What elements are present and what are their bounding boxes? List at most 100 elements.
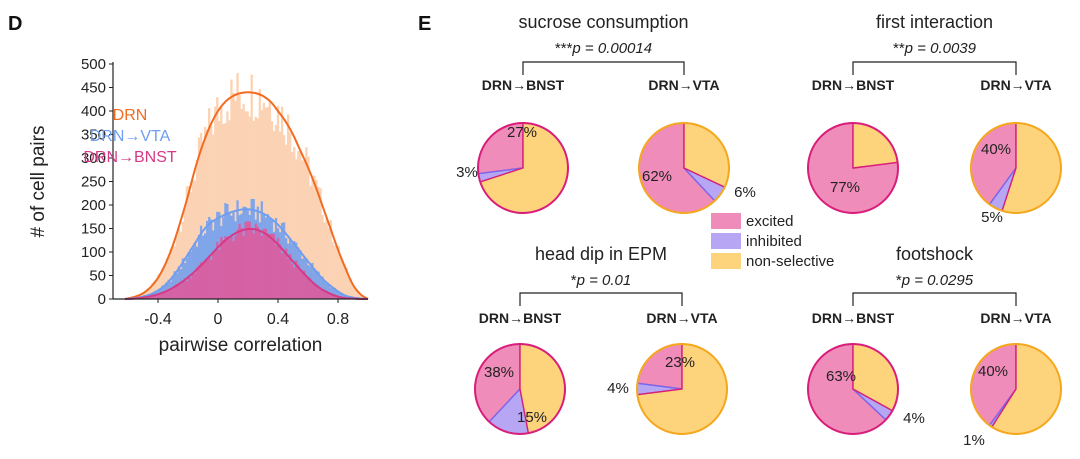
histogram-bar: [163, 267, 166, 299]
legend-drn: DRN: [113, 107, 148, 124]
histogram-bar: [177, 266, 180, 299]
histogram-bar: [264, 228, 268, 299]
y-tick-label: 50: [89, 268, 106, 285]
histogram-bar: [216, 97, 219, 300]
stat-bracket: [852, 61, 1017, 75]
histogram-bar: [307, 156, 310, 299]
histogram-bar: [315, 179, 318, 299]
histogram-bar: [191, 273, 195, 299]
histogram-bar: [212, 134, 215, 299]
histogram-bar: [331, 287, 334, 299]
histogram-bar: [335, 291, 338, 299]
y-tick-label: 450: [81, 80, 106, 97]
pie-legend: excited inhibited non-selective: [711, 213, 834, 270]
curve-drn-vta: [124, 208, 369, 300]
histogram-bar: [232, 241, 235, 299]
x-tick-label: 0.8: [327, 311, 349, 328]
pie-label: DRN→BNST: [812, 77, 895, 93]
histogram-bar: [266, 233, 270, 299]
histogram-bar: [268, 100, 272, 299]
histogram-bar: [313, 175, 316, 299]
slice-label: 4%: [903, 410, 925, 427]
histogram-bar: [173, 271, 176, 299]
histogram-bar: [155, 280, 158, 299]
histogram-bar: [206, 259, 209, 299]
histogram-bar: [262, 228, 266, 299]
slice-label: 38%: [484, 364, 514, 381]
histogram-bar: [333, 245, 336, 299]
pie-outline: [807, 122, 899, 214]
histogram-bar: [185, 281, 189, 299]
histogram-bar: [250, 74, 253, 300]
histogram-bar: [201, 263, 205, 299]
pie-label: DRN→BNST: [812, 310, 895, 326]
histogram-bar: [230, 237, 233, 299]
group-title: footshock: [896, 244, 974, 264]
histogram-bar: [309, 185, 312, 299]
histogram-bar: [325, 290, 328, 299]
histogram-bar: [238, 223, 241, 299]
histogram-bar: [254, 116, 257, 299]
stat-p-value: p = 0.00014: [571, 40, 652, 57]
histogram-bar: [303, 270, 306, 299]
histogram-bar: [208, 108, 211, 299]
histogram-bar: [183, 278, 187, 299]
pie-outline: [807, 343, 899, 435]
histogram-bar: [323, 222, 326, 299]
histogram-bar: [272, 233, 276, 299]
histogram-bar: [325, 217, 328, 299]
histogram-bar: [305, 147, 308, 299]
histogram-bar: [169, 248, 172, 299]
pie-outline: [477, 122, 569, 214]
y-axis-label: # of cell pairs: [28, 126, 49, 238]
x-tick-label: 0: [214, 311, 223, 328]
histogram-bar: [199, 132, 203, 299]
histogram-bar: [321, 276, 324, 299]
histogram-bar: [351, 286, 355, 299]
pie-outline: [970, 343, 1062, 435]
histogram-bar: [155, 294, 158, 299]
histogram-bar: [230, 79, 233, 299]
histogram-bar: [234, 100, 237, 300]
histogram-bar: [153, 280, 156, 299]
pie-chart: DRN→BNST 38% 15%: [474, 310, 566, 435]
curve-drn-bnst: [124, 227, 369, 301]
histogram-bar: [355, 289, 359, 299]
histogram-bar: [345, 267, 349, 299]
histogram-bar: [222, 123, 225, 299]
group-stat: **p = 0.0039: [893, 40, 977, 57]
histogram-bar: [242, 235, 245, 299]
pie-outline: [474, 343, 566, 435]
pie-label: DRN→BNST: [479, 310, 562, 326]
histogram-bar: [218, 250, 221, 299]
histogram-bar: [291, 263, 294, 299]
slice-label: 62%: [642, 168, 672, 185]
histogram-bar: [163, 291, 166, 299]
histogram-bar: [280, 106, 284, 299]
histogram-bar: [313, 283, 316, 299]
pie-outline: [970, 122, 1062, 214]
histogram-bar: [236, 229, 239, 299]
legend-swatch: [711, 213, 741, 229]
histogram-bar: [303, 161, 306, 299]
histogram-bar: [311, 283, 314, 299]
histogram-bar: [293, 267, 296, 299]
histogram-bar: [274, 245, 278, 299]
stat-bracket: [852, 292, 1017, 306]
histogram-bar: [232, 92, 235, 300]
histogram-bar: [171, 289, 174, 299]
histogram-bar: [311, 177, 314, 299]
histogram-bar: [248, 221, 251, 299]
pie-chart: DRN→VTA 40% 5%: [970, 77, 1062, 226]
histogram-bar: [165, 258, 168, 299]
histogram-bar: [293, 146, 296, 299]
group-stat: *p = 0.01: [571, 272, 631, 289]
histogram-bar: [197, 137, 201, 299]
slice-label: 3%: [456, 164, 478, 181]
group-stat: ***p = 0.00014: [555, 40, 652, 57]
group-title: head dip in EPM: [535, 244, 667, 264]
histogram-bar: [157, 274, 160, 299]
y-tick-label: 200: [81, 197, 106, 214]
histogram-bar: [335, 295, 338, 299]
slice-label: 63%: [826, 368, 856, 385]
